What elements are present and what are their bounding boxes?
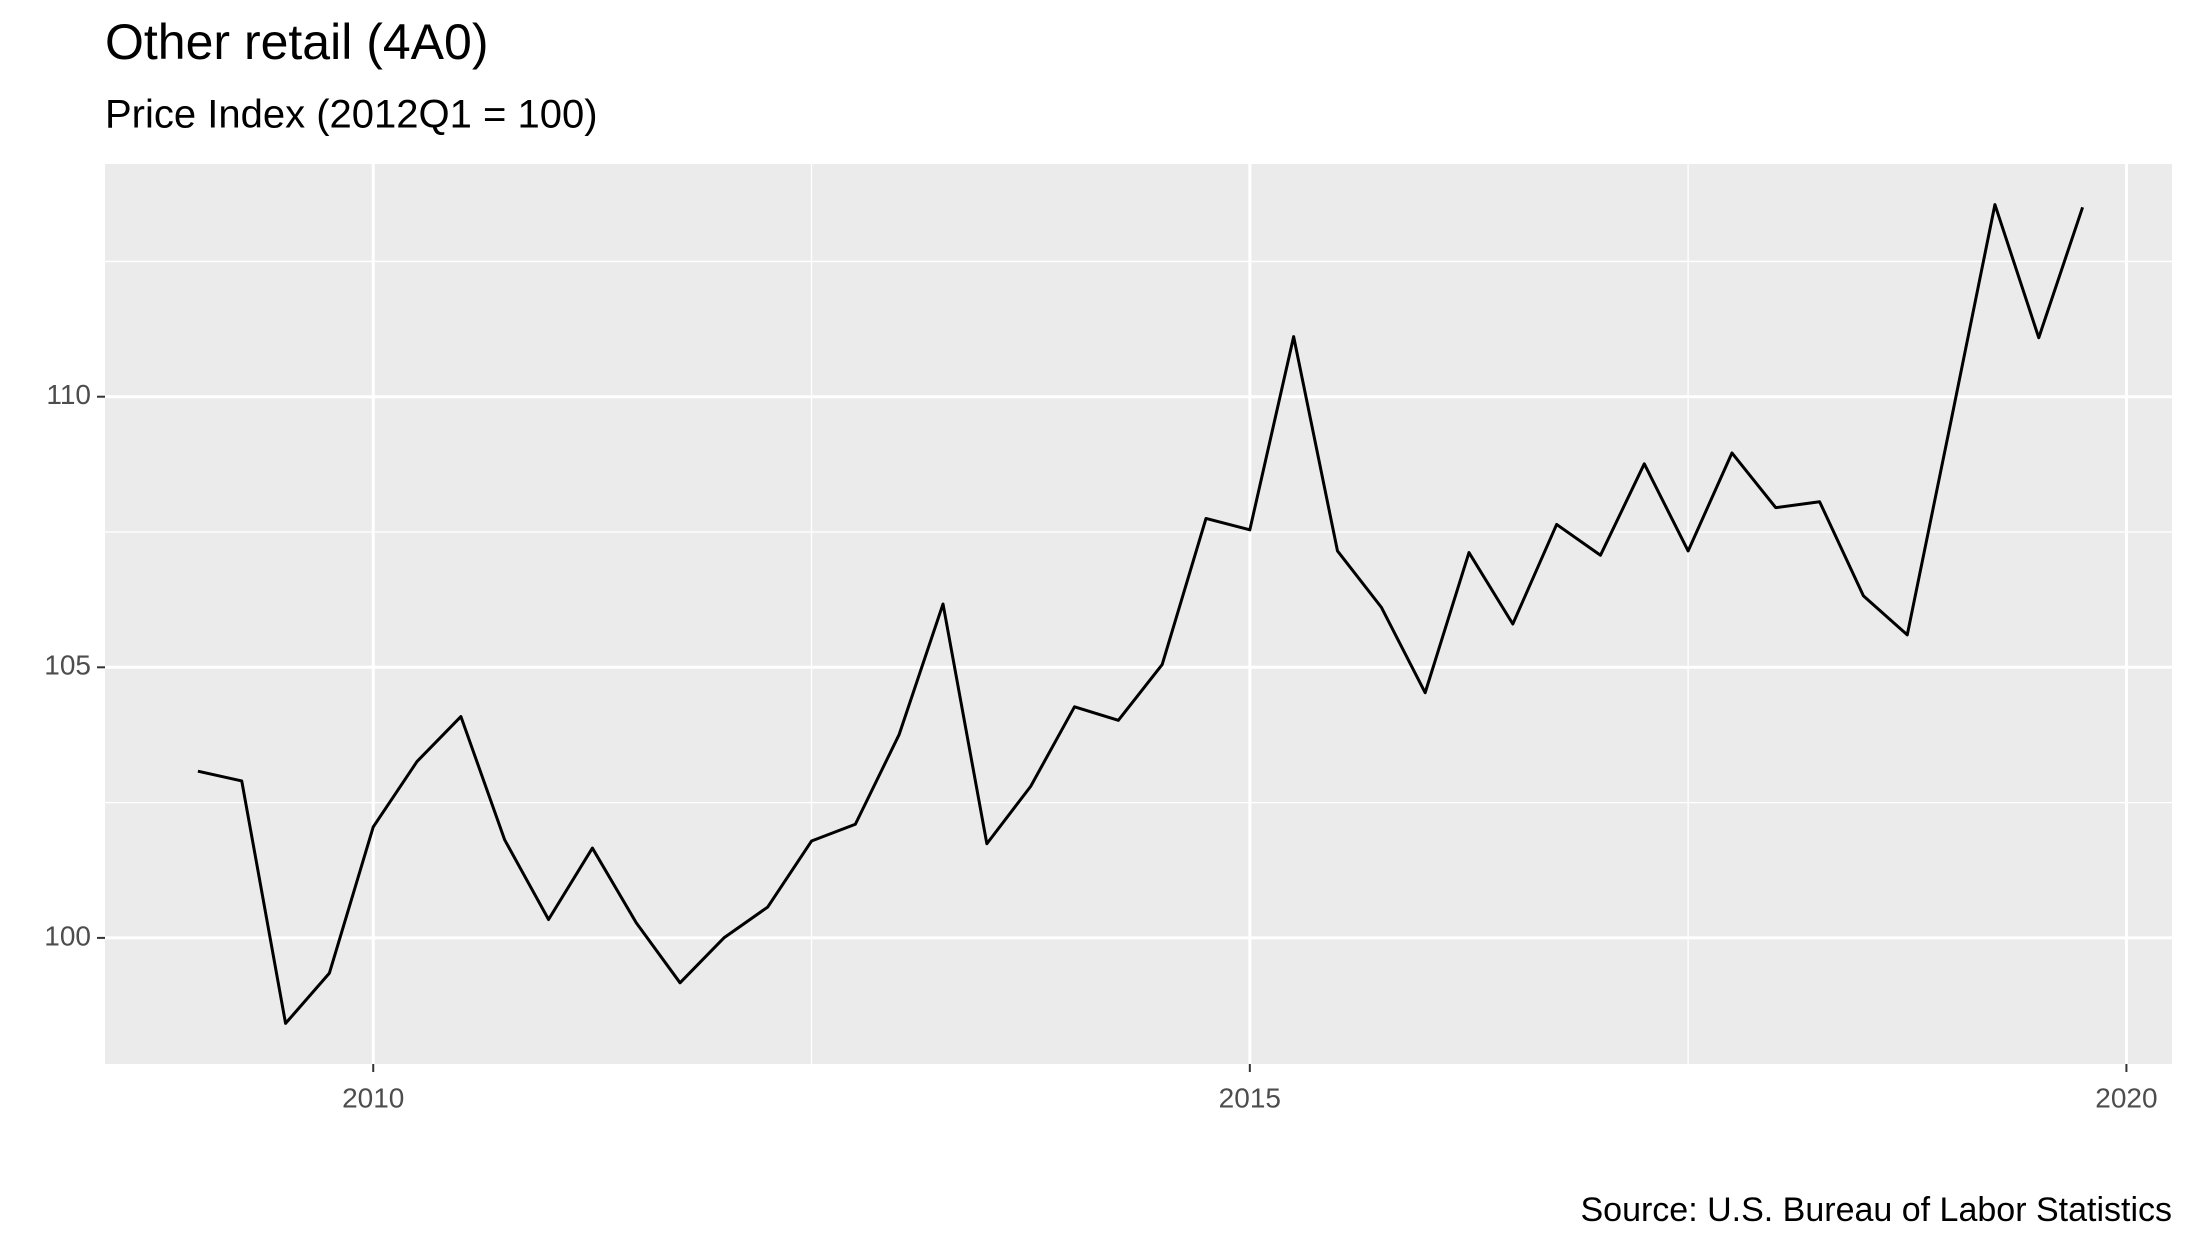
y-tick-label: 100 (44, 920, 91, 951)
x-tick-label: 2010 (342, 1082, 404, 1113)
plot-panel (105, 164, 2172, 1064)
x-tick-label: 2015 (1219, 1082, 1281, 1113)
x-tick-label: 2020 (2095, 1082, 2157, 1113)
y-tick-label: 105 (44, 650, 91, 681)
data-line (197, 203, 2085, 1025)
chart-title: Other retail (4A0) (105, 14, 488, 70)
caption: Source: U.S. Bureau of Labor Statistics (1580, 1191, 2172, 1229)
chart-subtitle: Price Index (2012Q1 = 100) (105, 93, 598, 137)
y-tick-label: 110 (46, 379, 91, 410)
